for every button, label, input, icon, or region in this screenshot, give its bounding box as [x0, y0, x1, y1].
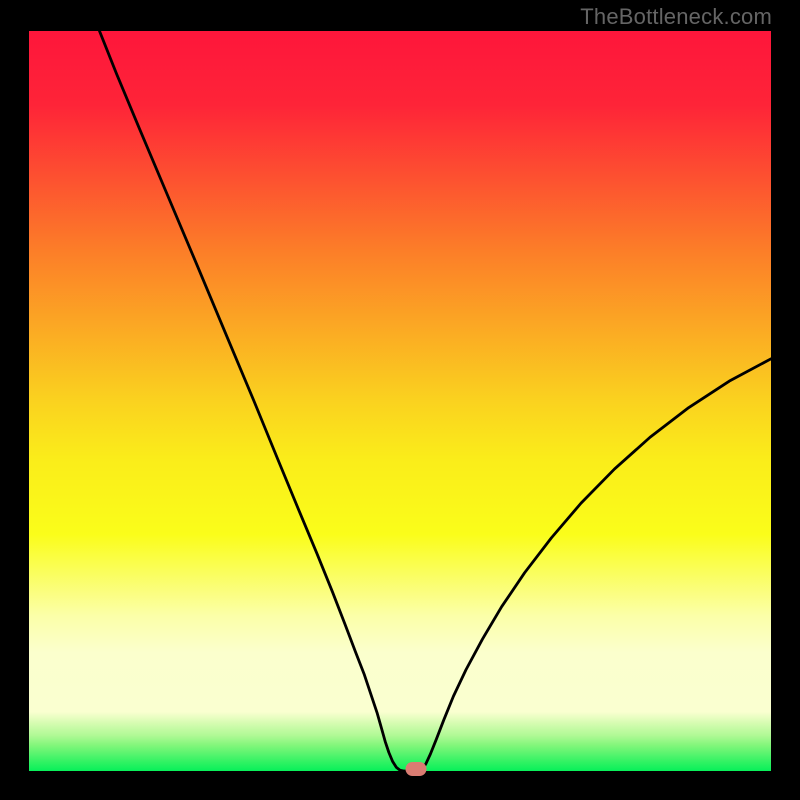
chart-frame: TheBottleneck.com — [0, 0, 800, 800]
watermark-text: TheBottleneck.com — [580, 4, 772, 30]
plot-area — [29, 31, 771, 771]
optimal-point-marker — [405, 762, 426, 776]
bottleneck-curve — [29, 31, 771, 771]
